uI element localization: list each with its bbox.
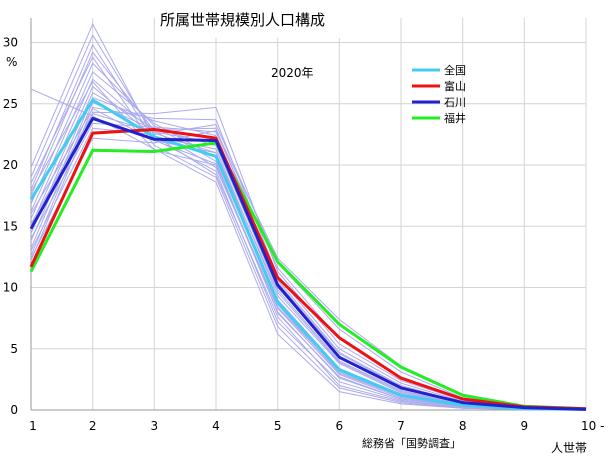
x-tick-label: 6 (336, 419, 344, 433)
y-tick-label: 0 (10, 403, 18, 417)
y-axis-label: % (6, 55, 17, 69)
chart-title: 所属世帯規模別人口構成 (160, 11, 325, 29)
y-tick-label: 10 (3, 281, 18, 295)
series-line-prefecture (30, 78, 587, 410)
series-line-prefecture (30, 34, 587, 411)
x-tick-label: 2 (89, 419, 97, 433)
series-line-石川 (29, 116, 587, 411)
chart-subtitle: 2020年 (271, 66, 314, 80)
series-line-prefecture (30, 106, 587, 410)
x-tick-label: 10 - (581, 419, 604, 433)
legend-label: 石川 (444, 96, 466, 109)
series-line-prefecture (30, 122, 587, 410)
x-tick-labels: 1 2 3 4 5 6 7 8 9 10 - (29, 419, 604, 433)
y-tick-label: 5 (10, 342, 18, 356)
series-line-prefecture (30, 113, 587, 410)
highlight-lines (29, 98, 587, 411)
legend-label: 全国 (444, 63, 466, 77)
series-line-prefecture (30, 85, 587, 410)
series-line-prefecture (30, 88, 587, 411)
prefecture-lines (30, 22, 587, 411)
x-tick-label: 8 (459, 419, 467, 433)
series-line-全国 (29, 98, 587, 411)
grid-lines (31, 18, 587, 410)
series-line-prefecture (30, 130, 587, 409)
y-tick-labels: 0 5 10 15 20 25 30 (3, 36, 18, 418)
source-note: 総務省「国勢調査」 (362, 436, 461, 450)
y-tick-label: 25 (3, 97, 18, 111)
y-tick-label: 30 (3, 36, 18, 50)
series-line-prefecture (30, 43, 587, 411)
x-tick-label: 4 (212, 419, 220, 433)
y-tick-label: 15 (3, 219, 18, 233)
x-tick-label: 1 (29, 419, 37, 433)
series-line-富山 (29, 128, 587, 411)
series-line-prefecture (30, 106, 587, 410)
x-axis-suffix-label: 人世帯 (551, 441, 587, 455)
series-line-prefecture (30, 71, 587, 411)
series-line-福井 (29, 141, 587, 411)
series-line-prefecture (30, 56, 587, 411)
title-background (156, 8, 368, 38)
series-line-prefecture (30, 107, 587, 410)
series-line-prefecture (30, 124, 587, 410)
x-tick-label: 3 (151, 419, 159, 433)
x-tick-label: 7 (397, 419, 405, 433)
x-tick-label: 9 (521, 419, 529, 433)
legend-label: 富山 (444, 79, 466, 93)
legend-label: 福井 (444, 111, 466, 125)
y-tick-label: 20 (3, 158, 18, 172)
x-tick-label: 5 (274, 419, 282, 433)
